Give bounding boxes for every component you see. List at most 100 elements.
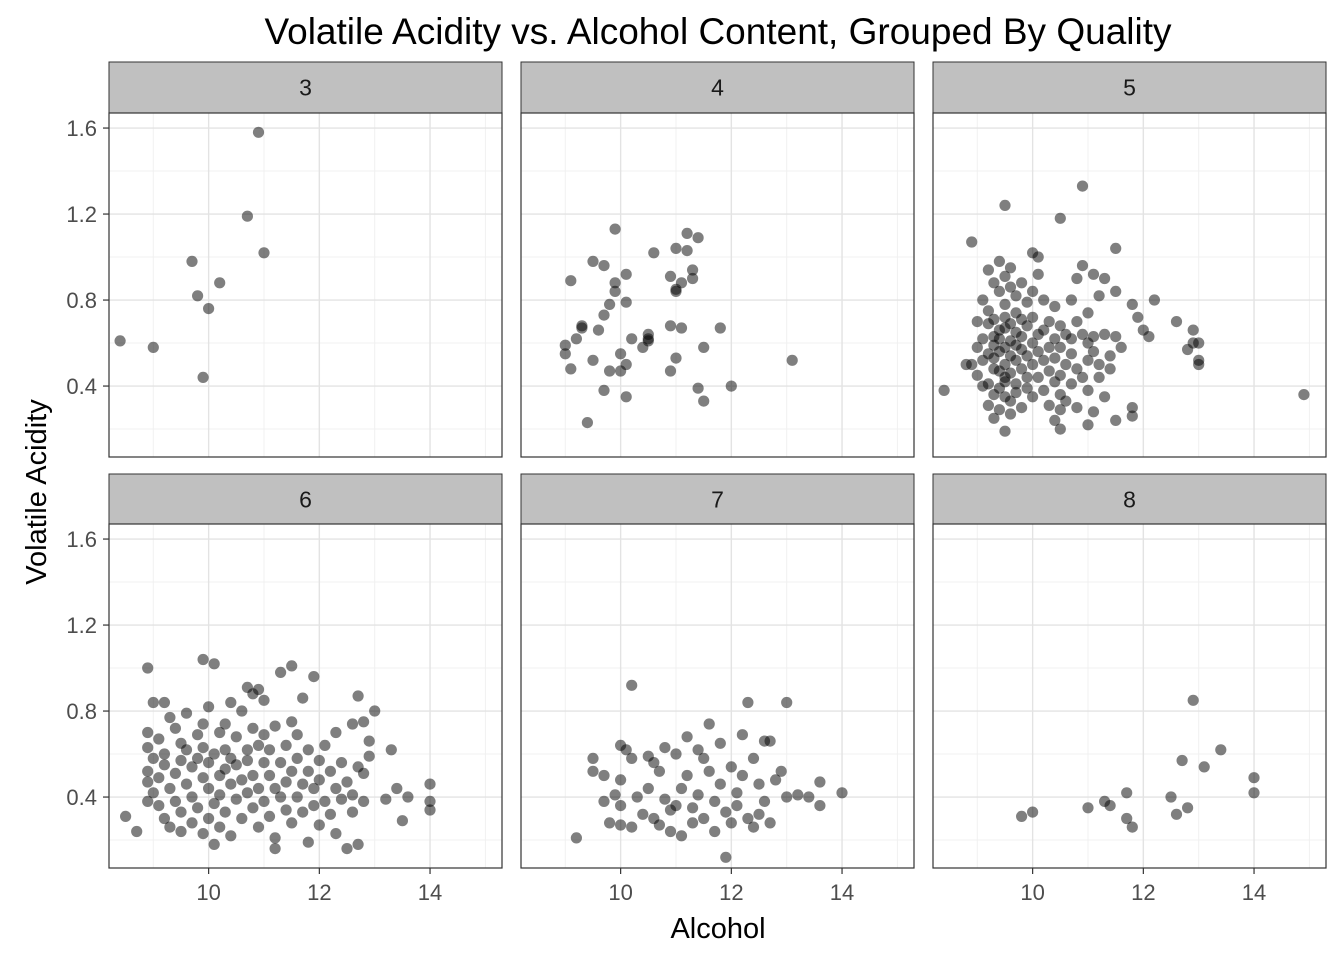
facet-strip [932, 61, 1327, 114]
data-point [158, 812, 170, 825]
data-point [604, 298, 616, 310]
data-point [758, 795, 771, 808]
data-point [324, 808, 336, 820]
x-tick-label: 14 [830, 880, 854, 905]
data-point [1104, 350, 1116, 362]
facet-panel-6: 6 0.4 0.8 1.2 1.6 10 12 14 [66, 473, 503, 905]
data-point [1054, 212, 1066, 224]
data-point [692, 382, 704, 394]
data-point [142, 726, 154, 739]
data-point [609, 285, 621, 297]
data-point [302, 744, 314, 756]
data-point [175, 806, 187, 818]
data-point [142, 742, 154, 754]
data-point [626, 333, 638, 345]
data-point [565, 363, 577, 375]
panel-border [520, 112, 915, 458]
data-point [352, 838, 364, 851]
data-point [999, 199, 1011, 211]
data-point [214, 277, 226, 289]
data-point [1071, 402, 1083, 414]
data-point [219, 718, 231, 730]
x-tick-label: 14 [1242, 880, 1266, 905]
data-point [592, 324, 605, 336]
data-point [999, 425, 1011, 437]
data-point [214, 789, 226, 801]
data-point [1110, 414, 1122, 426]
data-point [988, 313, 1000, 325]
data-point [670, 242, 682, 254]
data-point [598, 795, 610, 808]
data-point [993, 285, 1006, 297]
data-point [1010, 386, 1022, 399]
data-point [1082, 419, 1094, 431]
data-point [559, 339, 571, 351]
data-point [615, 800, 627, 812]
data-point [424, 804, 436, 816]
data-point [208, 797, 220, 810]
data-point [648, 247, 660, 259]
data-point [664, 365, 677, 377]
data-point [286, 660, 298, 672]
data-point [335, 757, 348, 769]
facet-strip [520, 473, 915, 526]
data-point [587, 765, 599, 777]
data-point [269, 720, 281, 732]
x-tick-label: 12 [719, 880, 743, 905]
data-point [653, 819, 666, 831]
data-point [1049, 333, 1061, 345]
data-point [369, 705, 381, 717]
data-point [648, 757, 660, 769]
data-point [313, 774, 325, 786]
data-point [1032, 268, 1044, 280]
data-point [1004, 262, 1017, 274]
data-point [402, 791, 414, 803]
data-point [1043, 341, 1055, 353]
data-point [687, 802, 699, 814]
data-point [1082, 354, 1094, 366]
data-point [258, 729, 270, 741]
data-point [770, 774, 782, 786]
data-point [971, 341, 983, 353]
data-point [308, 800, 320, 812]
data-point [263, 769, 276, 782]
data-point [214, 726, 226, 739]
data-point [180, 778, 193, 790]
data-point [781, 696, 793, 709]
data-point [291, 729, 303, 741]
data-point [1054, 423, 1066, 435]
data-point [225, 696, 237, 709]
data-point [1004, 367, 1017, 379]
data-point [1060, 395, 1072, 407]
data-point [587, 354, 599, 366]
data-point [197, 718, 209, 730]
data-point [142, 765, 154, 777]
data-point [609, 789, 621, 801]
data-point [180, 707, 193, 719]
data-point [620, 296, 632, 308]
data-point [659, 793, 671, 805]
data-point [280, 804, 292, 816]
data-point [208, 748, 220, 760]
x-tick-label: 10 [608, 880, 632, 905]
data-point [1032, 346, 1044, 358]
data-point [1110, 331, 1122, 343]
data-point [977, 294, 989, 306]
data-point [358, 716, 370, 728]
data-point [241, 744, 253, 756]
data-point [208, 838, 220, 851]
facet-strip-label: 4 [711, 75, 724, 101]
data-point [252, 782, 265, 795]
data-point [358, 795, 370, 808]
x-tick-label: 10 [1020, 880, 1044, 905]
y-axis-label: Volatile Acidity [21, 399, 53, 585]
data-point [252, 739, 265, 752]
data-point [192, 802, 204, 814]
data-point [609, 277, 621, 289]
data-point [346, 718, 359, 730]
data-point [620, 744, 632, 756]
data-point [626, 821, 638, 833]
data-point [269, 843, 281, 855]
data-point [341, 776, 353, 788]
data-point [363, 735, 375, 747]
